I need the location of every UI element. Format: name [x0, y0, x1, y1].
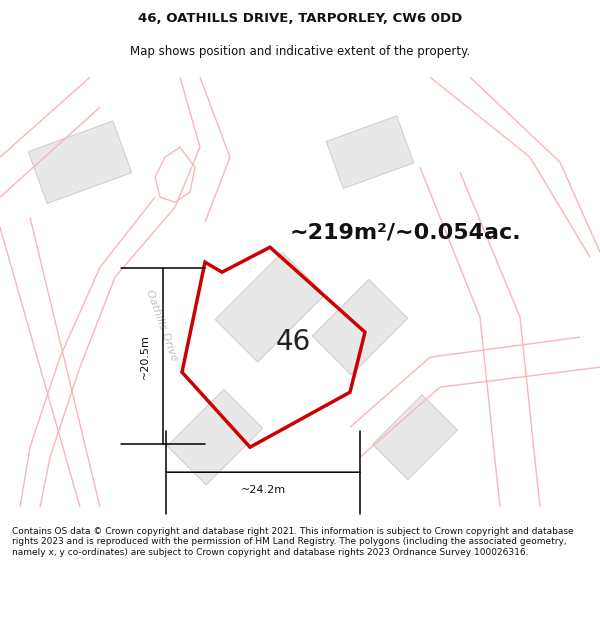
Polygon shape: [373, 395, 457, 479]
Text: 46, OATHILLS DRIVE, TARPORLEY, CW6 0DD: 46, OATHILLS DRIVE, TARPORLEY, CW6 0DD: [138, 12, 462, 25]
Polygon shape: [167, 389, 263, 485]
Text: 46: 46: [276, 328, 311, 356]
Polygon shape: [326, 116, 414, 189]
Text: ~219m²/~0.054ac.: ~219m²/~0.054ac.: [290, 222, 521, 242]
Text: Oathills Drive: Oathills Drive: [145, 288, 179, 362]
Polygon shape: [312, 279, 408, 375]
Polygon shape: [28, 121, 131, 203]
Polygon shape: [215, 253, 325, 362]
Text: Contains OS data © Crown copyright and database right 2021. This information is : Contains OS data © Crown copyright and d…: [12, 527, 574, 557]
Text: ~24.2m: ~24.2m: [241, 485, 286, 495]
Text: Map shows position and indicative extent of the property.: Map shows position and indicative extent…: [130, 44, 470, 58]
Text: ~20.5m: ~20.5m: [140, 334, 150, 379]
